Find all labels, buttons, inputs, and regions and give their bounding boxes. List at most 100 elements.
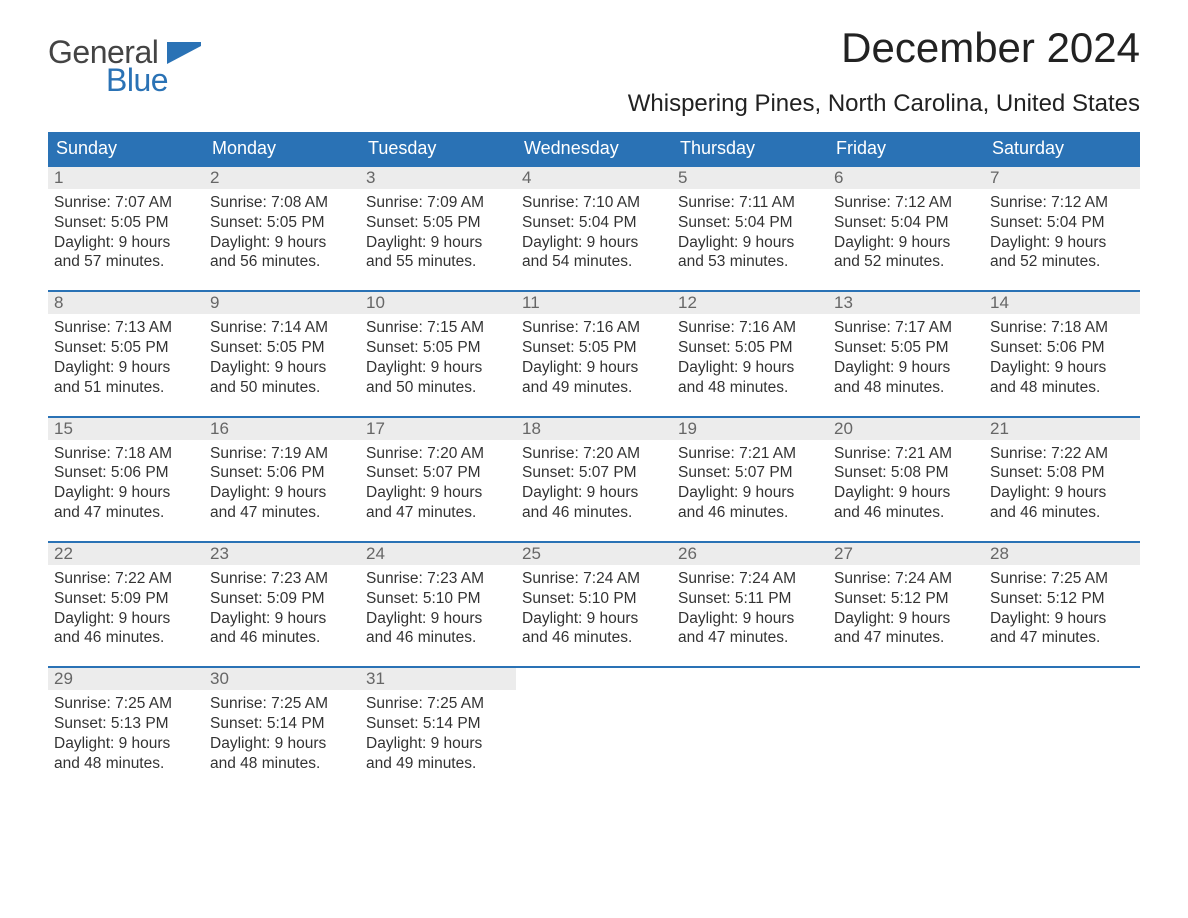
day-cell: 21Sunrise: 7:22 AMSunset: 5:08 PMDayligh… — [984, 417, 1140, 542]
day-cell: 29Sunrise: 7:25 AMSunset: 5:13 PMDayligh… — [48, 667, 204, 791]
date-number: 30 — [204, 668, 360, 690]
day-details: Sunrise: 7:25 AMSunset: 5:14 PMDaylight:… — [360, 690, 516, 791]
daylight-line: Daylight: 9 hours and 50 minutes. — [366, 358, 510, 398]
day-details: Sunrise: 7:07 AMSunset: 5:05 PMDaylight:… — [48, 189, 204, 290]
sunset-line: Sunset: 5:14 PM — [210, 714, 354, 734]
day-cell: 15Sunrise: 7:18 AMSunset: 5:06 PMDayligh… — [48, 417, 204, 542]
sunset-line: Sunset: 5:05 PM — [210, 213, 354, 233]
date-number: 12 — [672, 292, 828, 314]
location: Whispering Pines, North Carolina, United… — [628, 90, 1140, 118]
dayname-friday: Friday — [828, 132, 984, 166]
day-cell: 18Sunrise: 7:20 AMSunset: 5:07 PMDayligh… — [516, 417, 672, 542]
day-cell: 5Sunrise: 7:11 AMSunset: 5:04 PMDaylight… — [672, 166, 828, 291]
sunrise-line: Sunrise: 7:09 AM — [366, 193, 510, 213]
week-row: 22Sunrise: 7:22 AMSunset: 5:09 PMDayligh… — [48, 542, 1140, 667]
day-details: Sunrise: 7:22 AMSunset: 5:08 PMDaylight:… — [984, 440, 1140, 541]
calendar-head: SundayMondayTuesdayWednesdayThursdayFrid… — [48, 132, 1140, 166]
day-cell — [516, 667, 672, 791]
day-details: Sunrise: 7:23 AMSunset: 5:10 PMDaylight:… — [360, 565, 516, 666]
sunset-line: Sunset: 5:04 PM — [522, 213, 666, 233]
sunset-line: Sunset: 5:05 PM — [834, 338, 978, 358]
date-number: 18 — [516, 418, 672, 440]
date-number: 14 — [984, 292, 1140, 314]
dayname-wednesday: Wednesday — [516, 132, 672, 166]
date-number: 16 — [204, 418, 360, 440]
calendar-table: SundayMondayTuesdayWednesdayThursdayFrid… — [48, 132, 1140, 792]
week-row: 29Sunrise: 7:25 AMSunset: 5:13 PMDayligh… — [48, 667, 1140, 791]
dayname-tuesday: Tuesday — [360, 132, 516, 166]
daylight-line: Daylight: 9 hours and 55 minutes. — [366, 233, 510, 273]
week-row: 1Sunrise: 7:07 AMSunset: 5:05 PMDaylight… — [48, 166, 1140, 291]
date-number: 2 — [204, 167, 360, 189]
sunrise-line: Sunrise: 7:11 AM — [678, 193, 822, 213]
day-details: Sunrise: 7:18 AMSunset: 5:06 PMDaylight:… — [984, 314, 1140, 415]
day-cell: 2 Sunrise: 7:08 AMSunset: 5:05 PMDaylight… — [204, 166, 360, 291]
daylight-line: Daylight: 9 hours and 46 minutes. — [522, 483, 666, 523]
daylight-line: Daylight: 9 hours and 46 minutes. — [678, 483, 822, 523]
sunrise-line: Sunrise: 7:07 AM — [54, 193, 198, 213]
sunset-line: Sunset: 5:12 PM — [834, 589, 978, 609]
daylight-line: Daylight: 9 hours and 47 minutes. — [366, 483, 510, 523]
sunset-line: Sunset: 5:04 PM — [834, 213, 978, 233]
day-cell: 20Sunrise: 7:21 AMSunset: 5:08 PMDayligh… — [828, 417, 984, 542]
date-number: 6 — [828, 167, 984, 189]
day-details: Sunrise: 7:21 AMSunset: 5:08 PMDaylight:… — [828, 440, 984, 541]
day-details: Sunrise: 7:12 AMSunset: 5:04 PMDaylight:… — [828, 189, 984, 290]
sunset-line: Sunset: 5:14 PM — [366, 714, 510, 734]
sunrise-line: Sunrise: 7:24 AM — [834, 569, 978, 589]
daylight-line: Daylight: 9 hours and 52 minutes. — [834, 233, 978, 273]
date-number: 23 — [204, 543, 360, 565]
daylight-line: Daylight: 9 hours and 46 minutes. — [990, 483, 1134, 523]
sunset-line: Sunset: 5:07 PM — [522, 463, 666, 483]
day-details: Sunrise: 7:12 AMSunset: 5:04 PMDaylight:… — [984, 189, 1140, 290]
dayname-sunday: Sunday — [48, 132, 204, 166]
day-cell: 9Sunrise: 7:14 AMSunset: 5:05 PMDaylight… — [204, 291, 360, 416]
day-details: Sunrise: 7:11 AMSunset: 5:04 PMDaylight:… — [672, 189, 828, 290]
daylight-line: Daylight: 9 hours and 56 minutes. — [210, 233, 354, 273]
daylight-line: Daylight: 9 hours and 46 minutes. — [522, 609, 666, 649]
sunset-line: Sunset: 5:08 PM — [990, 463, 1134, 483]
dayname-thursday: Thursday — [672, 132, 828, 166]
day-cell: 23Sunrise: 7:23 AMSunset: 5:09 PMDayligh… — [204, 542, 360, 667]
daylight-line: Daylight: 9 hours and 50 minutes. — [210, 358, 354, 398]
sunset-line: Sunset: 5:05 PM — [366, 213, 510, 233]
date-number: 9 — [204, 292, 360, 314]
sunset-line: Sunset: 5:12 PM — [990, 589, 1134, 609]
day-cell: 8Sunrise: 7:13 AMSunset: 5:05 PMDaylight… — [48, 291, 204, 416]
day-details: Sunrise: 7:17 AMSunset: 5:05 PMDaylight:… — [828, 314, 984, 415]
day-details: Sunrise: 7:22 AMSunset: 5:09 PMDaylight:… — [48, 565, 204, 666]
date-number: 22 — [48, 543, 204, 565]
daylight-line: Daylight: 9 hours and 48 minutes. — [54, 734, 198, 774]
sunset-line: Sunset: 5:04 PM — [990, 213, 1134, 233]
month-title: December 2024 — [628, 24, 1140, 72]
day-details: Sunrise: 7:19 AMSunset: 5:06 PMDaylight:… — [204, 440, 360, 541]
day-cell: 19Sunrise: 7:21 AMSunset: 5:07 PMDayligh… — [672, 417, 828, 542]
date-number: 27 — [828, 543, 984, 565]
sunrise-line: Sunrise: 7:25 AM — [54, 694, 198, 714]
daylight-line: Daylight: 9 hours and 46 minutes. — [366, 609, 510, 649]
sunrise-line: Sunrise: 7:13 AM — [54, 318, 198, 338]
day-details: Sunrise: 7:10 AMSunset: 5:04 PMDaylight:… — [516, 189, 672, 290]
date-number: 15 — [48, 418, 204, 440]
day-details: Sunrise: 7:15 AMSunset: 5:05 PMDaylight:… — [360, 314, 516, 415]
dayname-monday: Monday — [204, 132, 360, 166]
sunset-line: Sunset: 5:06 PM — [990, 338, 1134, 358]
day-cell: 31Sunrise: 7:25 AMSunset: 5:14 PMDayligh… — [360, 667, 516, 791]
daylight-line: Daylight: 9 hours and 47 minutes. — [678, 609, 822, 649]
sunset-line: Sunset: 5:09 PM — [54, 589, 198, 609]
sunrise-line: Sunrise: 7:22 AM — [990, 444, 1134, 464]
sunrise-line: Sunrise: 7:20 AM — [366, 444, 510, 464]
sunrise-line: Sunrise: 7:15 AM — [366, 318, 510, 338]
sunset-line: Sunset: 5:08 PM — [834, 463, 978, 483]
day-cell — [672, 667, 828, 791]
sunrise-line: Sunrise: 7:08 AM — [210, 193, 354, 213]
day-cell: 28Sunrise: 7:25 AMSunset: 5:12 PMDayligh… — [984, 542, 1140, 667]
day-cell: 10Sunrise: 7:15 AMSunset: 5:05 PMDayligh… — [360, 291, 516, 416]
day-details: Sunrise: 7:16 AMSunset: 5:05 PMDaylight:… — [516, 314, 672, 415]
sunset-line: Sunset: 5:07 PM — [366, 463, 510, 483]
sunset-line: Sunset: 5:06 PM — [54, 463, 198, 483]
sunset-line: Sunset: 5:11 PM — [678, 589, 822, 609]
brand-text: General Blue — [48, 36, 201, 97]
day-cell — [984, 667, 1140, 791]
date-number: 1 — [48, 167, 204, 189]
